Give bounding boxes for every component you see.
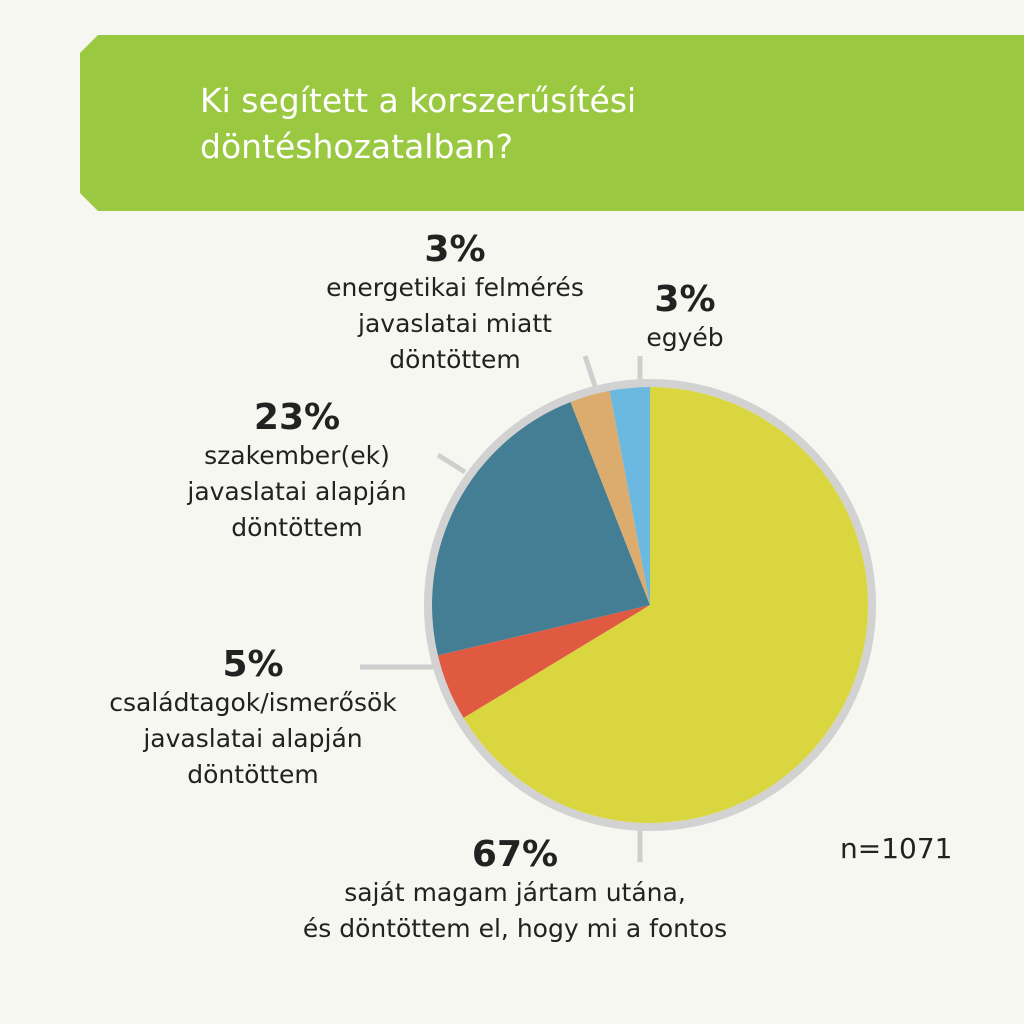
pie-slice <box>463 387 868 823</box>
slice-label: 23% szakember(ek) javaslatai alapján dönt… <box>187 398 406 546</box>
slice-label: 3% egyéb <box>646 280 723 356</box>
pie-ring <box>424 379 876 831</box>
pie-slice <box>570 390 650 605</box>
leader-line <box>436 452 467 475</box>
category-label: szakember(ek) javaslatai alapján döntött… <box>187 441 407 542</box>
value-label: 3% <box>424 229 486 270</box>
value-label: 5% <box>222 644 284 685</box>
slice-label: 67% saját magam jártam utána, és döntötte… <box>303 835 727 947</box>
pie-slice <box>437 605 650 718</box>
value-label: 23% <box>253 397 341 438</box>
slice-label: 3% energetikai felmérés javaslatai miatt … <box>326 230 584 378</box>
title-banner <box>80 35 1024 211</box>
category-label: energetikai felmérés javaslatai miatt dö… <box>326 273 584 374</box>
chart-title: Ki segített a korszerűsítési döntéshozat… <box>200 81 637 166</box>
value-label: 3% <box>654 279 716 320</box>
category-label: családtagok/ismerősök javaslatai alapján… <box>109 688 397 789</box>
value-label: 67% <box>471 834 559 875</box>
sample-size: n=1071 <box>840 832 953 865</box>
slice-label: 5% családtagok/ismerősök javaslatai alapj… <box>109 645 397 793</box>
pie-slice <box>432 402 650 656</box>
pie-slice <box>609 387 650 605</box>
leader-line <box>582 355 598 387</box>
category-label: egyéb <box>646 323 724 352</box>
category-label: saját magam jártam utána, és döntöttem e… <box>302 878 728 943</box>
